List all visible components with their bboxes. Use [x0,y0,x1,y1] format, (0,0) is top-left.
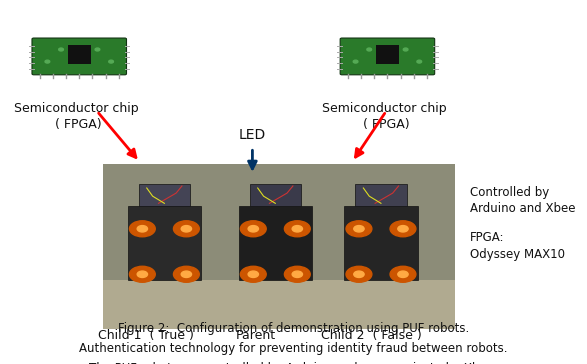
Circle shape [248,271,258,277]
Circle shape [292,226,302,232]
Bar [127,206,201,280]
Text: Semiconductor chip
 ( FPGA): Semiconductor chip ( FPGA) [322,102,447,131]
Bar [68,45,90,64]
Bar [103,280,455,329]
Circle shape [137,226,147,232]
Circle shape [417,60,421,63]
Bar [376,45,399,64]
Circle shape [181,226,191,232]
Bar [249,184,301,206]
Bar [355,184,407,206]
Circle shape [174,266,199,282]
Bar [139,184,190,206]
Text: Parent: Parent [235,329,275,342]
Circle shape [284,266,310,282]
Circle shape [129,221,155,237]
Text: Figure 2:  Configuration of demonstration using PUF robots.: Figure 2: Configuration of demonstration… [118,322,469,335]
Circle shape [284,221,310,237]
Circle shape [346,221,372,237]
Circle shape [354,226,364,232]
Text: FPGA:
Odyssey MAX10: FPGA: Odyssey MAX10 [470,231,565,261]
Circle shape [129,266,155,282]
Circle shape [45,60,50,63]
Circle shape [241,221,266,237]
Text: Child 1  ( True ): Child 1 ( True ) [97,329,194,342]
Circle shape [390,221,416,237]
Text: LED: LED [239,128,266,142]
Circle shape [248,226,258,232]
Circle shape [403,48,408,51]
Text: Semiconductor chip
 ( FPGA): Semiconductor chip ( FPGA) [14,102,139,131]
Circle shape [241,266,266,282]
Circle shape [346,266,372,282]
Circle shape [181,271,191,277]
FancyBboxPatch shape [32,38,127,75]
Circle shape [174,221,199,237]
Circle shape [353,60,358,63]
Circle shape [390,266,416,282]
Bar [103,164,455,329]
Text: The PUF robots are controlled by Arduino and communicate by Xbee.: The PUF robots are controlled by Arduino… [89,362,498,364]
Circle shape [137,271,147,277]
Circle shape [398,226,408,232]
Circle shape [109,60,113,63]
Circle shape [95,48,100,51]
Circle shape [59,48,63,51]
Text: Child 2  ( False ): Child 2 ( False ) [321,329,421,342]
Circle shape [367,48,372,51]
Bar [344,206,418,280]
Bar [238,206,312,280]
Circle shape [354,271,364,277]
Circle shape [398,271,408,277]
Circle shape [292,271,302,277]
Text: Authentication technology for preventing identity fraud between robots.: Authentication technology for preventing… [79,342,508,355]
Text: Controlled by
Arduino and Xbee: Controlled by Arduino and Xbee [470,186,575,215]
FancyBboxPatch shape [340,38,434,75]
